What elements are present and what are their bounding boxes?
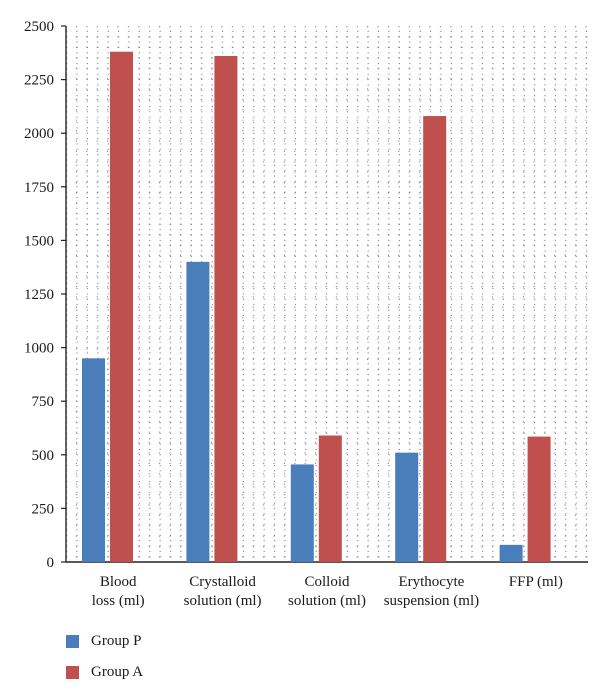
x-category-label: Erythocyte suspension (ml) — [384, 574, 479, 609]
y-tick-label: 2500 — [24, 19, 54, 35]
bar-group-p — [82, 358, 105, 562]
bar-chart: 0 250 500 750 1000 1250 1500 1750 2000 2250 2500 Bl… — [24, 19, 588, 609]
y-tick-label: 250 — [32, 501, 55, 517]
legend-label-group-p: Group P — [91, 632, 142, 649]
bars — [82, 51, 551, 563]
bar-group-p — [395, 452, 419, 562]
x-category-label: Crystalloid solution (ml) — [184, 574, 262, 609]
y-tick-label: 750 — [32, 394, 55, 410]
y-tick-label: 1000 — [24, 341, 54, 357]
y-tick-label: 0 — [47, 555, 55, 571]
bar-group-a — [527, 436, 551, 562]
bar-group-a — [110, 51, 133, 563]
y-tick-label: 2250 — [24, 73, 54, 89]
y-tick-label: 1750 — [24, 180, 54, 196]
legend-swatch-group-a — [66, 665, 79, 679]
bar-group-p — [290, 464, 314, 562]
legend-item-group-p: Group P — [66, 630, 143, 652]
y-tick-label: 1250 — [24, 287, 54, 303]
x-category-label: FFP (ml) — [509, 574, 563, 590]
bar-group-a — [214, 56, 238, 563]
x-category-label: Colloid solution (ml) — [288, 574, 366, 609]
y-tick-label: 500 — [32, 448, 55, 464]
legend-swatch-group-p — [66, 634, 79, 648]
legend-item-group-a: Group A — [66, 661, 143, 683]
bar-group-p — [186, 261, 210, 562]
bar-group-a — [423, 116, 447, 562]
axis-labels: 0 250 500 750 1000 1250 1500 1750 2000 2250 2500 Bl… — [24, 19, 563, 609]
x-category-label: Blood loss (ml) — [92, 574, 145, 609]
legend-label-group-a: Group A — [91, 663, 144, 680]
y-tick-label: 2000 — [24, 126, 54, 142]
legend: Group P Group A — [66, 630, 143, 692]
y-tick-label: 1500 — [24, 233, 54, 249]
bar-group-p — [499, 544, 523, 562]
bar-group-a — [318, 435, 342, 562]
